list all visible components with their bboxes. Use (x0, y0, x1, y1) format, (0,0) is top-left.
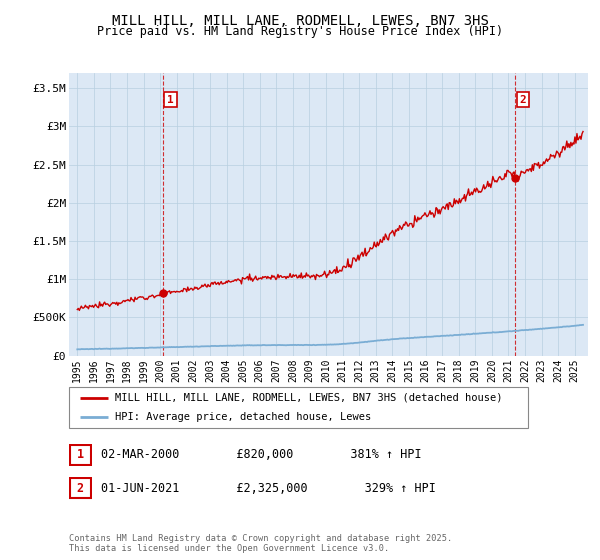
Text: 02-MAR-2000        £820,000        381% ↑ HPI: 02-MAR-2000 £820,000 381% ↑ HPI (101, 448, 421, 461)
FancyBboxPatch shape (69, 387, 528, 428)
Text: 2: 2 (520, 95, 526, 105)
Text: Price paid vs. HM Land Registry's House Price Index (HPI): Price paid vs. HM Land Registry's House … (97, 25, 503, 38)
Text: 01-JUN-2021        £2,325,000        329% ↑ HPI: 01-JUN-2021 £2,325,000 329% ↑ HPI (101, 482, 436, 495)
Text: MILL HILL, MILL LANE, RODMELL, LEWES, BN7 3HS (detached house): MILL HILL, MILL LANE, RODMELL, LEWES, BN… (115, 393, 502, 403)
Text: 1: 1 (77, 448, 84, 461)
Text: Contains HM Land Registry data © Crown copyright and database right 2025.
This d: Contains HM Land Registry data © Crown c… (69, 534, 452, 553)
Text: 1: 1 (167, 95, 174, 105)
Text: HPI: Average price, detached house, Lewes: HPI: Average price, detached house, Lewe… (115, 412, 371, 422)
Text: MILL HILL, MILL LANE, RODMELL, LEWES, BN7 3HS: MILL HILL, MILL LANE, RODMELL, LEWES, BN… (112, 14, 488, 28)
Text: 2: 2 (77, 482, 84, 495)
